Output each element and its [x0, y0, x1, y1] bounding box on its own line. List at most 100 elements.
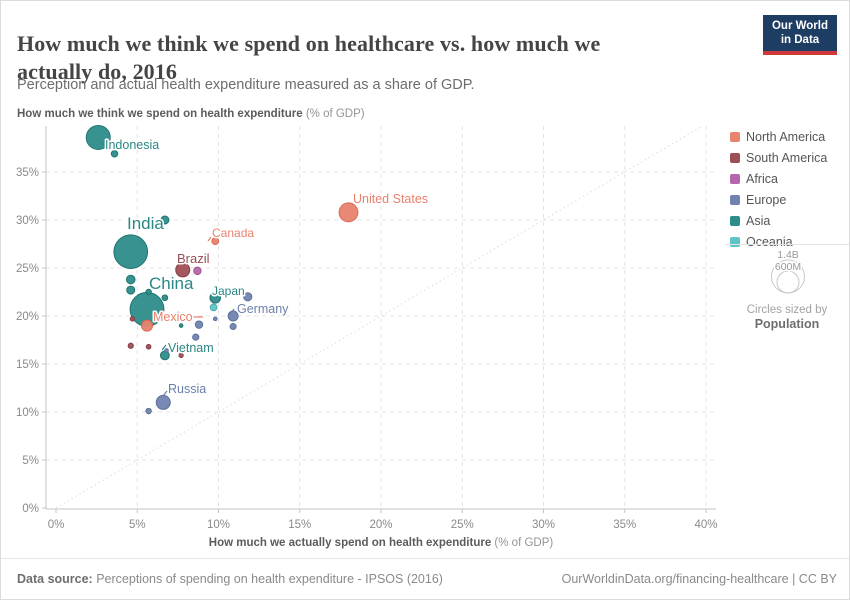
- x-tick-label: 30%: [532, 519, 555, 531]
- country-label-united-states: United States: [353, 192, 428, 206]
- legend-label: Europe: [746, 193, 787, 207]
- data-point[interactable]: [127, 342, 134, 349]
- legend-item-north-america[interactable]: North America: [730, 130, 827, 144]
- size-legend-caption: Circles sized by: [746, 304, 828, 316]
- country-label-india: India: [127, 214, 164, 233]
- legend-item-south-america[interactable]: South America: [730, 151, 827, 165]
- size-legend-small-label: 600M: [775, 261, 801, 273]
- data-point[interactable]: [129, 316, 136, 322]
- data-point[interactable]: [193, 266, 202, 276]
- x-tick-label: 10%: [207, 519, 230, 531]
- data-point-japan[interactable]: [209, 291, 222, 304]
- y-axis-title: How much we think we spend on health exp…: [17, 108, 365, 120]
- legend-label: North America: [746, 130, 826, 144]
- data-point[interactable]: [164, 348, 169, 353]
- legend-item-asia[interactable]: Asia: [730, 214, 827, 228]
- label-leader: [229, 308, 235, 315]
- legend-label: Africa: [746, 172, 778, 186]
- data-point-india[interactable]: [113, 234, 149, 269]
- data-point[interactable]: [145, 343, 152, 350]
- data-source-text: Perceptions of spending on health expend…: [92, 572, 443, 586]
- data-point[interactable]: [178, 323, 184, 328]
- y-tick-label: 20%: [16, 311, 39, 323]
- legend-swatch: [730, 237, 740, 247]
- country-label-canada: Canada: [212, 226, 254, 240]
- x-tick-label: 25%: [451, 519, 474, 531]
- data-point[interactable]: [126, 285, 136, 295]
- owid-logo-line1: Our World: [771, 20, 828, 32]
- country-label-germany: Germany: [237, 302, 289, 316]
- size-legend-circles: 1.4B 600M: [771, 248, 805, 294]
- y-tick-label: 25%: [16, 263, 39, 275]
- data-point[interactable]: [194, 320, 204, 329]
- legend-swatch: [730, 132, 740, 142]
- size-legend-big-label: 1.4B: [777, 249, 799, 261]
- legend: North America South America Africa Europe As…: [730, 130, 827, 256]
- chart-subtitle: Perception and actual health expenditure…: [17, 77, 475, 93]
- data-point-indonesia[interactable]: [85, 124, 111, 150]
- data-point[interactable]: [145, 407, 152, 415]
- x-tick-label: 35%: [613, 519, 636, 531]
- size-legend-caption-bold: Population: [754, 317, 820, 331]
- data-point[interactable]: [178, 352, 184, 358]
- legend-swatch: [730, 153, 740, 163]
- y-tick-label: 0%: [22, 503, 39, 515]
- y-tick-label: 35%: [16, 167, 39, 179]
- country-label-china: China: [149, 274, 194, 293]
- data-point[interactable]: [212, 316, 218, 322]
- legend-item-oceania[interactable]: Oceania: [730, 235, 827, 249]
- data-point[interactable]: [125, 274, 136, 285]
- data-point-united-states[interactable]: [338, 202, 359, 223]
- owid-logo: Our World in Data: [763, 15, 837, 55]
- y-tick-label: 10%: [16, 407, 39, 419]
- data-point[interactable]: [209, 303, 218, 312]
- label-leader: [161, 344, 167, 351]
- label-leader: [207, 236, 212, 242]
- legend-label: Asia: [746, 214, 771, 228]
- y-tick-label: 15%: [16, 359, 39, 371]
- x-tick-label: 40%: [694, 519, 717, 531]
- x-tick-label: 15%: [288, 519, 311, 531]
- owid-logo-line2: in Data: [780, 33, 820, 46]
- chart-title: How much we think we spend on healthcare…: [17, 30, 601, 84]
- data-point-canada[interactable]: [211, 237, 220, 246]
- country-label-japan: Japan: [212, 284, 245, 298]
- y-tick-label: 5%: [22, 455, 39, 467]
- y-tick-label: 30%: [16, 215, 39, 227]
- legend-item-africa[interactable]: Africa: [730, 172, 827, 186]
- data-point[interactable]: [110, 150, 119, 158]
- size-legend: 1.4B 600M Circles sized by Population: [725, 244, 849, 331]
- diagonal-reference-line: [55, 125, 704, 509]
- data-point[interactable]: [243, 292, 253, 302]
- legend-swatch: [730, 216, 740, 226]
- country-label-mexico: Mexico: [153, 310, 193, 324]
- label-leader: [162, 390, 168, 397]
- x-tick-label: 20%: [369, 519, 392, 531]
- country-label-indonesia: Indonesia: [105, 138, 159, 152]
- data-point[interactable]: [145, 288, 152, 296]
- data-point-mexico[interactable]: [141, 319, 153, 332]
- data-point-brazil[interactable]: [175, 262, 191, 278]
- country-label-vietnam: Vietnam: [168, 341, 214, 355]
- x-axis-title: How much we actually spend on health exp…: [208, 537, 554, 549]
- data-point[interactable]: [161, 294, 169, 302]
- data-point[interactable]: [229, 323, 237, 331]
- x-tick-label: 0%: [48, 519, 65, 531]
- legend-label: Oceania: [746, 235, 793, 249]
- legend-swatch: [730, 174, 740, 184]
- country-label-russia: Russia: [168, 382, 206, 396]
- legend-label: South America: [746, 151, 828, 165]
- footer-link[interactable]: OurWorldinData.org/financing-healthcare …: [561, 572, 837, 586]
- data-point[interactable]: [160, 215, 170, 225]
- footer: Data source: Perceptions of spending on …: [1, 558, 849, 599]
- x-axis-unit: (% of GDP): [491, 537, 554, 549]
- data-point[interactable]: [192, 333, 200, 341]
- data-point-russia[interactable]: [155, 394, 171, 410]
- legend-swatch: [730, 195, 740, 205]
- country-label-brazil: Brazil: [177, 251, 210, 266]
- y-axis-unit: (% of GDP): [302, 108, 365, 120]
- data-source-label: Data source:: [17, 572, 93, 586]
- legend-item-europe[interactable]: Europe: [730, 193, 827, 207]
